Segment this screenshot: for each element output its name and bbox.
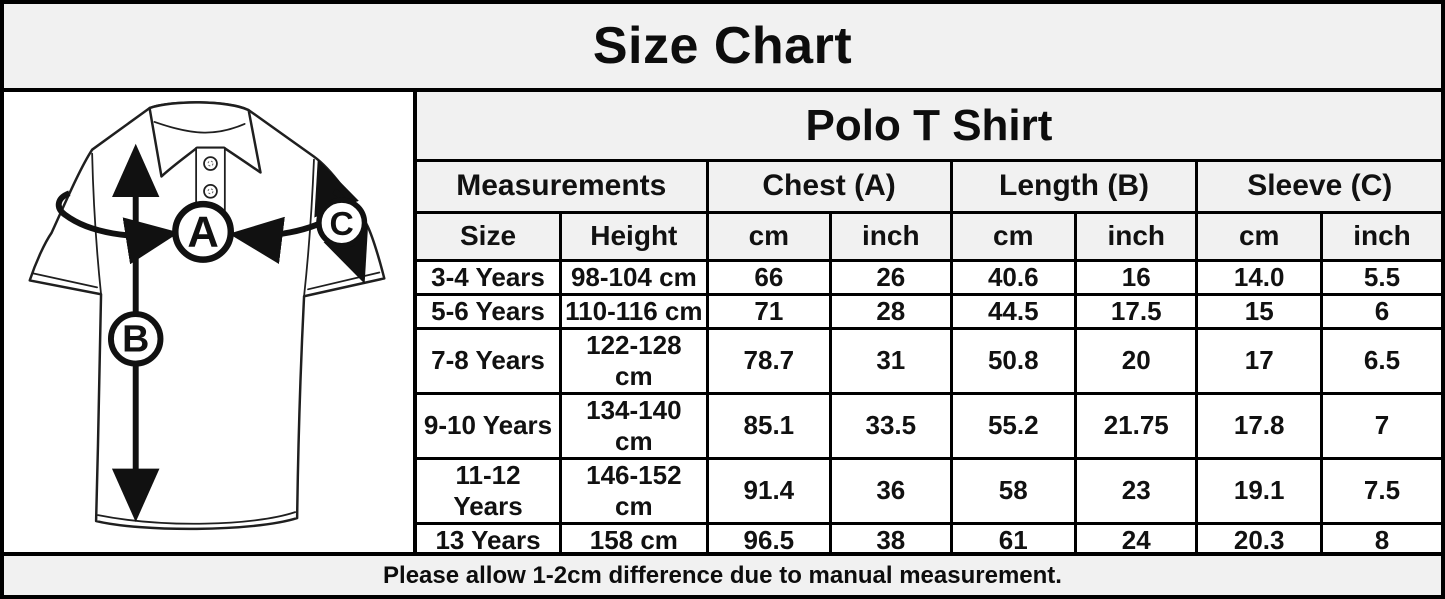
col-group-chest: Chest (A) (705, 162, 953, 214)
button-top-holes (207, 160, 214, 167)
table-cell: 66 (705, 258, 833, 296)
table-cell: 26 (829, 258, 953, 296)
table-cell: 17 (1195, 326, 1323, 395)
col-header-sleeve-cm: cm (1195, 210, 1323, 262)
table-cell: 3-4 Years (417, 258, 563, 296)
left-cuff-line (32, 272, 98, 289)
button-top (203, 156, 218, 171)
table-cell: 13 Years (417, 521, 563, 556)
label-circle-a (172, 200, 235, 263)
col-header-length-cm: cm (949, 210, 1078, 262)
table-cell: 15 (1195, 292, 1323, 330)
col-header-sleeve-inch: inch (1319, 210, 1441, 262)
size-table-body: 3-4 Years 98-104 cm 66 26 40.6 16 14.0 5.5 5-6 Y… (417, 258, 1441, 556)
label-a: A (187, 209, 218, 257)
table-cell: 58 (949, 456, 1078, 525)
col-header-chest-cm: cm (705, 210, 833, 262)
table-cell: 55.2 (949, 391, 1078, 460)
table-row: 11-12 Years 146-152 cm 91.4 36 58 23 19.1 7.5 (417, 456, 1441, 525)
table-cell: 8 (1319, 521, 1441, 556)
col-header-length-inch: inch (1073, 210, 1199, 262)
table-cell: 19.1 (1195, 456, 1323, 525)
main-content: A B C Polo T Shirt Measur (4, 92, 1441, 556)
footer-note-bar: Please allow 1-2cm difference due to man… (4, 552, 1441, 595)
table-cell: 6 (1319, 292, 1441, 330)
table-cell: 61 (949, 521, 1078, 556)
table-cell: 28 (829, 292, 953, 330)
table-cell: 9-10 Years (417, 391, 563, 460)
table-cell: 38 (829, 521, 953, 556)
table-cell: 33.5 (829, 391, 953, 460)
group-header-row: Measurements Chest (A) Length (B) Sleeve… (417, 162, 1441, 214)
col-group-length: Length (B) (949, 162, 1199, 214)
label-circle-c (316, 197, 368, 249)
table-cell: 5-6 Years (417, 292, 563, 330)
table-cell: 24 (1073, 521, 1199, 556)
table-cell: 146-152 cm (559, 456, 709, 525)
product-title: Polo T Shirt (805, 100, 1053, 150)
table-cell: 11-12 Years (417, 456, 563, 525)
table-row: 3-4 Years 98-104 cm 66 26 40.6 16 14.0 5.5 (417, 258, 1441, 296)
table-cell: 98-104 cm (559, 258, 709, 296)
product-header: Polo T Shirt (417, 92, 1441, 162)
table-row: 7-8 Years 122-128 cm 78.7 31 50.8 20 17 6.5 (417, 326, 1441, 395)
table-cell: 7.5 (1319, 456, 1441, 525)
table-cell: 44.5 (949, 292, 1078, 330)
size-table-panel: Polo T Shirt Measurements Chest (A) Leng… (417, 92, 1441, 556)
table-cell: 40.6 (949, 258, 1078, 296)
table-cell: 110-116 cm (559, 292, 709, 330)
table-cell: 7 (1319, 391, 1441, 460)
col-group-sleeve: Sleeve (C) (1195, 162, 1441, 214)
table-cell: 71 (705, 292, 833, 330)
polo-shirt-measurement-diagram: A B C (28, 101, 386, 531)
chest-arrow-left (55, 190, 180, 265)
table-cell: 36 (829, 456, 953, 525)
sub-header-row: Size Height cm inch cm inch cm inch (417, 210, 1441, 262)
table-cell: 91.4 (705, 456, 833, 525)
table-cell: 6.5 (1319, 326, 1441, 395)
table-cell: 50.8 (949, 326, 1078, 395)
col-header-size: Size (417, 210, 563, 262)
table-cell: 5.5 (1319, 258, 1441, 296)
size-table: Measurements Chest (A) Length (B) Sleeve… (417, 162, 1441, 556)
col-header-chest-inch: inch (829, 210, 953, 262)
table-cell: 31 (829, 326, 953, 395)
table-row: 13 Years 158 cm 96.5 38 61 24 20.3 8 (417, 521, 1441, 556)
shirt-diagram-panel: A B C (4, 92, 417, 552)
table-cell: 78.7 (705, 326, 833, 395)
button-bottom-holes (207, 188, 214, 195)
page-title: Size Chart (592, 17, 853, 75)
table-cell: 16 (1073, 258, 1199, 296)
col-header-height: Height (559, 210, 709, 262)
label-c: C (330, 206, 354, 243)
table-row: 9-10 Years 134-140 cm 85.1 33.5 55.2 21.75 17.… (417, 391, 1441, 460)
footer-note: Please allow 1-2cm difference due to man… (383, 561, 1062, 589)
col-group-measurements: Measurements (417, 162, 709, 214)
label-b: B (122, 318, 149, 360)
table-row: 5-6 Years 110-116 cm 71 28 44.5 17.5 15 6 (417, 292, 1441, 330)
table-cell: 17.8 (1195, 391, 1323, 460)
table-cell: 14.0 (1195, 258, 1323, 296)
table-cell: 122-128 cm (559, 326, 709, 395)
collar-fold-line (153, 121, 246, 134)
table-cell: 23 (1073, 456, 1199, 525)
left-sleeve-seam (91, 152, 102, 296)
table-cell: 17.5 (1073, 292, 1199, 330)
table-cell: 85.1 (705, 391, 833, 460)
table-cell: 158 cm (559, 521, 709, 556)
label-circle-b (107, 311, 164, 367)
collar (148, 101, 262, 178)
button-bottom (203, 183, 218, 199)
table-cell: 20 (1073, 326, 1199, 395)
table-cell: 20.3 (1195, 521, 1323, 556)
table-cell: 96.5 (705, 521, 833, 556)
table-cell: 21.75 (1073, 391, 1199, 460)
title-bar: Size Chart (4, 4, 1441, 92)
table-cell: 134-140 cm (559, 391, 709, 460)
table-cell: 7-8 Years (417, 326, 563, 395)
